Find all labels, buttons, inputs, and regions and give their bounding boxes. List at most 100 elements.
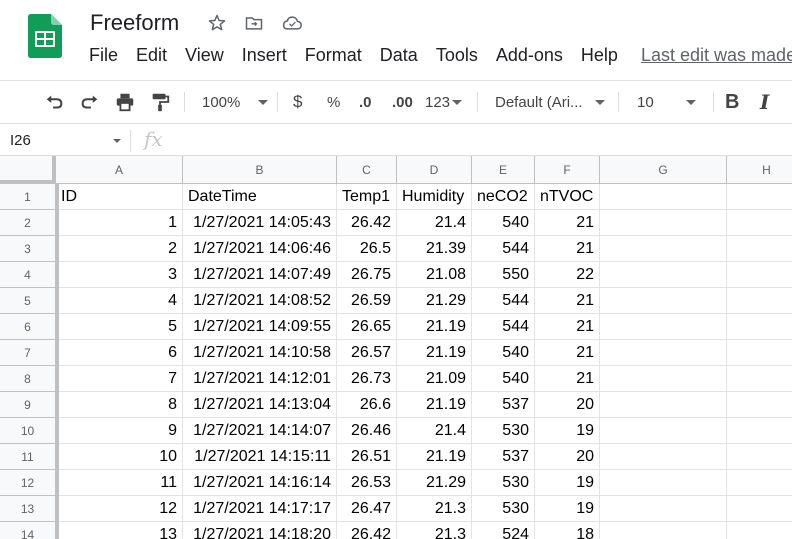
table-cell[interactable]: 21.3 [397, 522, 472, 539]
table-cell[interactable] [727, 392, 792, 418]
bold-button[interactable]: B [725, 90, 740, 113]
row-header-10[interactable]: 10 [0, 418, 56, 444]
table-cell[interactable]: 22 [535, 262, 600, 288]
table-cell[interactable]: 21.3 [397, 496, 472, 522]
table-cell[interactable]: 21.29 [397, 288, 472, 314]
table-cell[interactable]: 12 [56, 496, 183, 522]
table-cell[interactable]: 540 [472, 210, 535, 236]
column-header-g[interactable]: G [600, 156, 727, 184]
column-header-c[interactable]: C [337, 156, 397, 184]
table-cell[interactable]: 21 [535, 314, 600, 340]
table-cell[interactable]: 1/27/2021 14:05:43 [183, 210, 337, 236]
row-header-3[interactable]: 3 [0, 236, 56, 262]
table-cell[interactable]: 21 [535, 288, 600, 314]
table-cell[interactable]: 26.47 [337, 496, 397, 522]
menu-format[interactable]: Format [304, 45, 362, 65]
table-cell[interactable]: 21 [535, 210, 600, 236]
more-formats-button[interactable]: 123 [425, 81, 463, 123]
table-cell[interactable]: 540 [472, 340, 535, 366]
table-cell[interactable] [600, 210, 727, 236]
header-cell[interactable]: Temp1 [337, 184, 397, 210]
table-cell[interactable]: 1/27/2021 14:15:11 [183, 444, 337, 470]
table-cell[interactable] [600, 522, 727, 539]
table-cell[interactable]: 26.57 [337, 340, 397, 366]
table-cell[interactable]: 544 [472, 288, 535, 314]
table-cell[interactable]: 1/27/2021 14:07:49 [183, 262, 337, 288]
chevron-down-icon[interactable] [113, 139, 121, 143]
menu-edit[interactable]: Edit [136, 45, 168, 65]
table-cell[interactable]: 1 [56, 210, 183, 236]
table-cell[interactable]: 21.4 [397, 210, 472, 236]
row-header-12[interactable]: 12 [0, 470, 56, 496]
table-cell[interactable] [600, 444, 727, 470]
table-cell[interactable]: 21.19 [397, 340, 472, 366]
table-cell[interactable]: 3 [56, 262, 183, 288]
table-cell[interactable]: 1/27/2021 14:08:52 [183, 288, 337, 314]
currency-format-button[interactable]: $ [293, 92, 303, 111]
menu-data[interactable]: Data [379, 45, 418, 65]
table-cell[interactable] [600, 314, 727, 340]
zoom-select[interactable]: 100% [202, 81, 269, 123]
table-cell[interactable]: 26.5 [337, 236, 397, 262]
table-cell[interactable] [600, 392, 727, 418]
table-cell[interactable] [600, 288, 727, 314]
header-cell[interactable] [600, 184, 727, 210]
table-cell[interactable]: 530 [472, 496, 535, 522]
table-cell[interactable] [727, 470, 792, 496]
menu-add-ons[interactable]: Add-ons [495, 45, 563, 65]
table-cell[interactable]: 26.46 [337, 418, 397, 444]
star-icon[interactable] [206, 12, 228, 34]
table-cell[interactable]: 1/27/2021 14:10:58 [183, 340, 337, 366]
column-header-h[interactable]: H [727, 156, 792, 184]
table-cell[interactable]: 5 [56, 314, 183, 340]
menu-insert[interactable]: Insert [241, 45, 287, 65]
table-cell[interactable]: 21.19 [397, 444, 472, 470]
table-cell[interactable]: 19 [535, 470, 600, 496]
undo-icon[interactable] [43, 81, 65, 123]
table-cell[interactable]: 21.08 [397, 262, 472, 288]
table-cell[interactable]: 18 [535, 522, 600, 539]
table-cell[interactable]: 26.53 [337, 470, 397, 496]
table-cell[interactable] [727, 418, 792, 444]
row-header-13[interactable]: 13 [0, 496, 56, 522]
menu-tools[interactable]: Tools [435, 45, 478, 65]
table-cell[interactable]: 26.59 [337, 288, 397, 314]
row-header-4[interactable]: 4 [0, 262, 56, 288]
table-cell[interactable]: 19 [535, 496, 600, 522]
table-cell[interactable]: 544 [472, 314, 535, 340]
table-cell[interactable] [600, 340, 727, 366]
document-title[interactable]: Freeform [90, 10, 180, 35]
table-cell[interactable]: 1/27/2021 14:09:55 [183, 314, 337, 340]
table-cell[interactable]: 1/27/2021 14:14:07 [183, 418, 337, 444]
table-cell[interactable]: 2 [56, 236, 183, 262]
table-cell[interactable]: 19 [535, 418, 600, 444]
table-cell[interactable]: 20 [535, 444, 600, 470]
header-cell[interactable]: DateTime [183, 184, 337, 210]
table-cell[interactable] [727, 288, 792, 314]
header-cell[interactable]: Humidity [397, 184, 472, 210]
row-header-8[interactable]: 8 [0, 366, 56, 392]
font-family-select[interactable]: Default (Ari... [495, 81, 605, 123]
table-cell[interactable] [600, 236, 727, 262]
row-header-11[interactable]: 11 [0, 444, 56, 470]
header-cell[interactable]: ID [56, 184, 183, 210]
frozen-column-divider[interactable] [56, 184, 59, 539]
row-header-5[interactable]: 5 [0, 288, 56, 314]
table-cell[interactable]: 4 [56, 288, 183, 314]
table-cell[interactable]: 26.42 [337, 522, 397, 539]
table-cell[interactable] [600, 496, 727, 522]
paint-format-icon[interactable] [149, 81, 171, 123]
table-cell[interactable] [727, 496, 792, 522]
table-cell[interactable] [600, 262, 727, 288]
column-header-e[interactable]: E [472, 156, 535, 184]
table-cell[interactable]: 7 [56, 366, 183, 392]
table-cell[interactable]: 1/27/2021 14:06:46 [183, 236, 337, 262]
increase-decimal-button[interactable]: .00 [392, 81, 413, 123]
table-cell[interactable] [727, 366, 792, 392]
row-header-2[interactable]: 2 [0, 210, 56, 236]
table-cell[interactable]: 537 [472, 392, 535, 418]
table-cell[interactable]: 21.19 [397, 314, 472, 340]
table-cell[interactable]: 26.51 [337, 444, 397, 470]
table-cell[interactable]: 530 [472, 418, 535, 444]
table-cell[interactable]: 26.42 [337, 210, 397, 236]
